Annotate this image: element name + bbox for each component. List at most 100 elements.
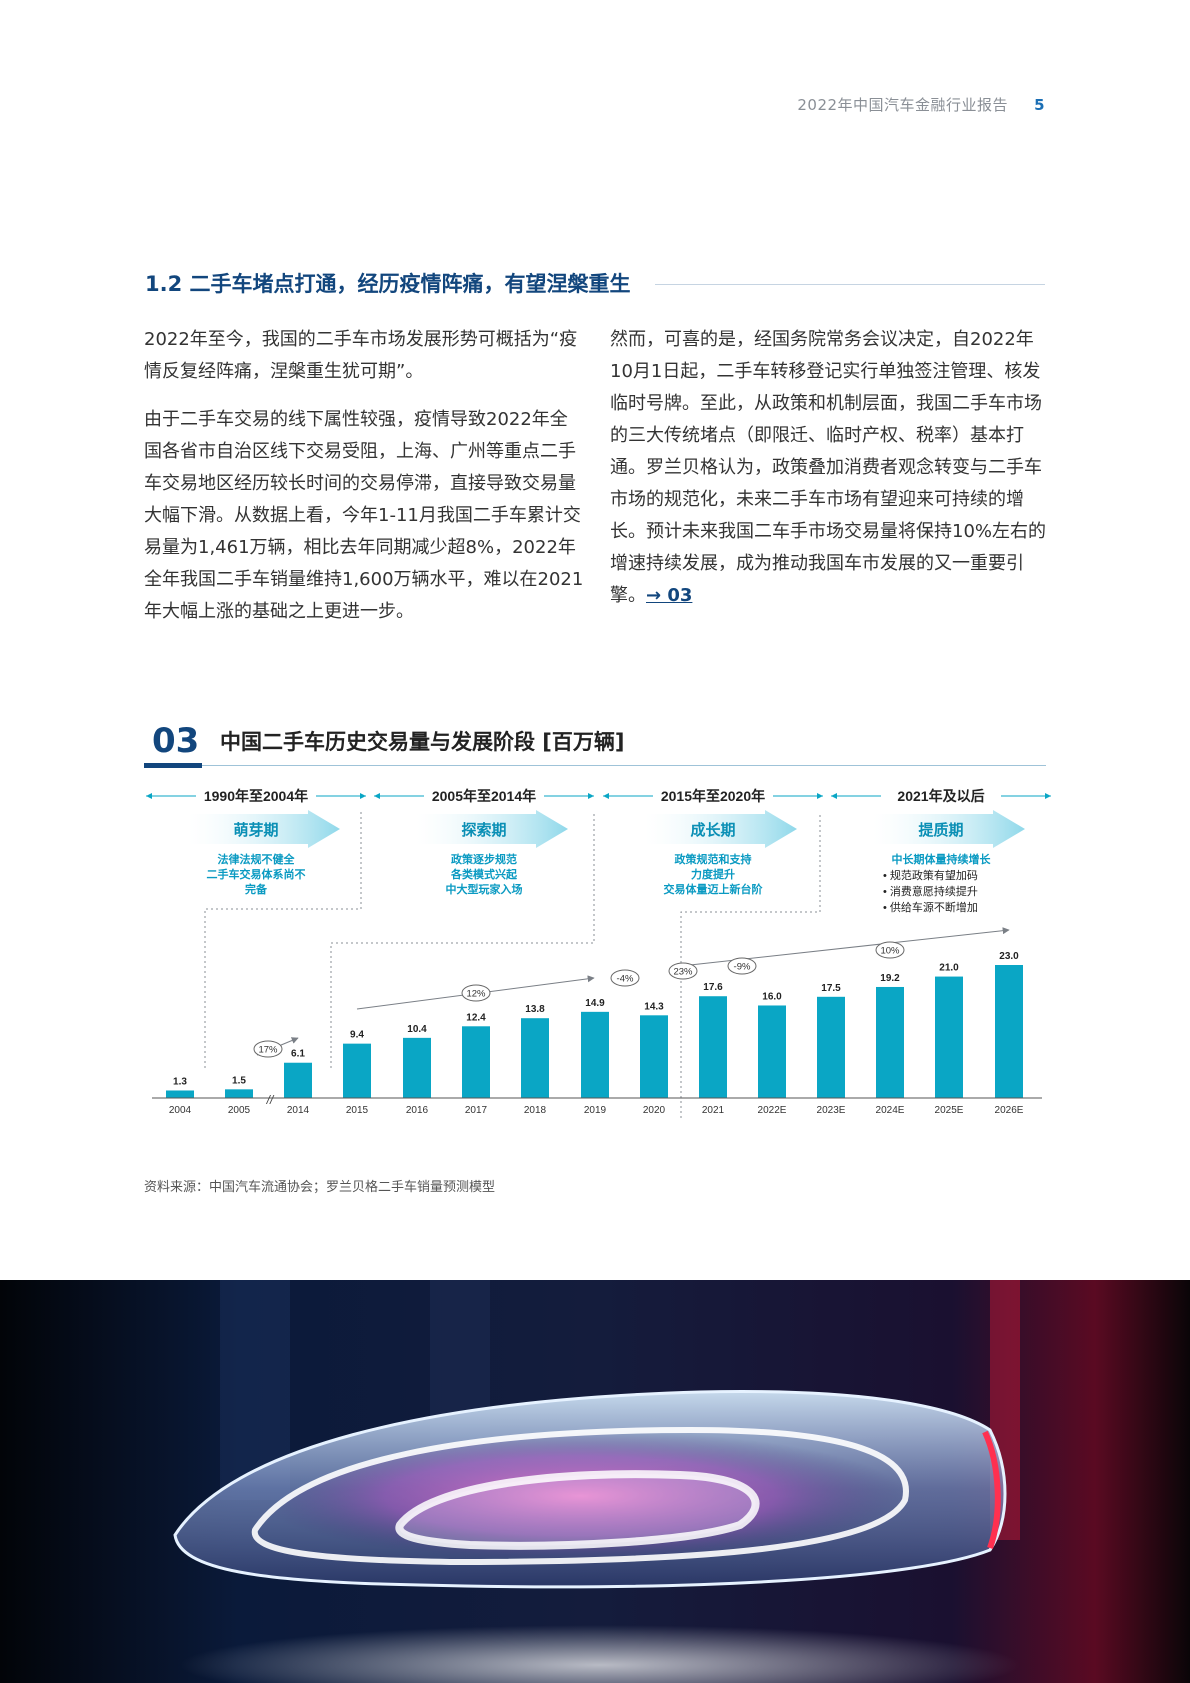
body-column-right: 然而，可喜的是，经国务院常务会议决定，自2022年10月1日起，二手车转移登记实…	[610, 324, 1046, 628]
x-tick-label: 2024E	[876, 1105, 905, 1116]
bar-value-label: 6.1	[291, 1049, 305, 1060]
stage-boundary	[680, 812, 821, 1118]
growth-bubble	[727, 957, 757, 975]
running-header: 2022年中国汽车金融行业报告 5	[797, 94, 1045, 115]
bar-value-label: 19.2	[880, 973, 900, 984]
bar-value-label: 1.3	[173, 1076, 187, 1087]
paragraph-text: 然而，可喜的是，经国务院常务会议决定，自2022年10月1日起，二手车转移登记实…	[610, 329, 1047, 606]
paragraph: 2022年至今，我国的二手车市场发展形势可概括为“疫情反复经阵痛，涅槃重生犹可期…	[144, 329, 578, 382]
stage-description: 二手车交易体系尚不	[207, 867, 306, 881]
period-arrowhead	[588, 793, 594, 799]
bar-value-label: 14.3	[644, 1001, 664, 1012]
period-arrowhead	[374, 793, 380, 799]
bar-2021	[699, 996, 727, 1098]
bar-value-label: 23.0	[999, 951, 1019, 962]
bar-2022E	[758, 1005, 786, 1098]
stage-boundary	[204, 812, 362, 1068]
bar-value-label: 13.8	[525, 1004, 545, 1015]
x-tick-label: 2023E	[817, 1105, 846, 1116]
bar-2019	[581, 1011, 609, 1098]
stage-description: 力度提升	[691, 867, 735, 881]
x-tick-label: 2022E	[758, 1105, 787, 1116]
stage-description: 完备	[245, 882, 268, 896]
bar-2023E	[817, 996, 845, 1098]
stage-period: 2005年至2014年	[432, 788, 536, 804]
period-arrowhead	[603, 793, 609, 799]
stage-arrow	[188, 810, 340, 848]
axis-break-mark: //	[266, 1093, 275, 1107]
stage-arrow	[416, 810, 568, 848]
bar-value-label: 12.4	[466, 1012, 486, 1023]
bar-value-label: 21.0	[939, 963, 959, 974]
bar-2005	[225, 1089, 253, 1098]
x-tick-label: 2014	[287, 1105, 310, 1116]
stage-name: 探索期	[461, 821, 506, 839]
bar-2020	[640, 1015, 668, 1098]
growth-label: 10%	[880, 946, 900, 957]
stage-description: 政策规范和支持	[675, 852, 752, 866]
bar-2014	[284, 1062, 312, 1098]
bar-2025E	[935, 976, 963, 1098]
bar-value-label: 1.5	[232, 1075, 246, 1086]
figure-rule	[144, 765, 1046, 766]
growth-bubble	[610, 969, 640, 987]
x-tick-label: 2021	[702, 1105, 725, 1116]
stage-name: 提质期	[918, 821, 963, 839]
figure-title: 中国二手车历史交易量与发展阶段 [百万辆]	[220, 730, 625, 754]
figure-number-underline	[144, 763, 202, 768]
bar-value-label: 9.4	[350, 1030, 364, 1041]
report-title: 2022年中国汽车金融行业报告	[797, 96, 1009, 114]
section-rule	[655, 284, 1045, 285]
x-tick-label: 2005	[228, 1105, 251, 1116]
stage-description: 法律法规不健全	[218, 852, 296, 866]
growth-label: 23%	[673, 967, 693, 978]
growth-bubble	[875, 941, 905, 959]
stage-bullet: • 供给车源不断增加	[883, 900, 978, 914]
period-arrowhead	[817, 793, 823, 799]
period-arrowhead	[1045, 793, 1051, 799]
stage-description: 政策逐步规范	[451, 852, 517, 866]
bar-value-label: 16.0	[762, 991, 782, 1002]
stage-name: 成长期	[690, 821, 735, 839]
section-title: 1.2 二手车堵点打通，经历疫情阵痛，有望涅槃重生	[145, 272, 631, 296]
stage-bullet: • 消费意愿持续提升	[883, 884, 978, 898]
paragraph: 由于二手车交易的线下属性较强，疫情导致2022年全国各省市自治区线下交易受阻，上…	[144, 409, 584, 622]
bar-value-label: 17.6	[703, 982, 723, 993]
stage-period: 1990年至2004年	[204, 788, 308, 804]
x-tick-label: 2017	[465, 1105, 488, 1116]
stage-description: 中长期体量持续增长	[892, 852, 992, 866]
stage-arrow	[873, 810, 1025, 848]
figure-reference-link[interactable]: → 03	[646, 585, 693, 606]
bar-2004	[166, 1090, 194, 1098]
growth-bubble	[668, 962, 698, 980]
growth-bubble	[461, 984, 491, 1002]
x-tick-label: 2004	[169, 1105, 192, 1116]
growth-label: -9%	[734, 962, 751, 973]
bar-2017	[462, 1026, 490, 1098]
page-number: 5	[1034, 96, 1045, 114]
figure-number: 03	[152, 721, 200, 761]
bar-2016	[403, 1037, 431, 1098]
bar-value-label: 14.9	[585, 998, 605, 1009]
paragraph: 然而，可喜的是，经国务院常务会议决定，自2022年10月1日起，二手车转移登记实…	[610, 324, 1046, 612]
concept-car-illustration	[0, 1280, 1190, 1683]
x-tick-label: 2016	[406, 1105, 429, 1116]
stage-description: 各类模式兴起	[450, 867, 518, 881]
stage-period: 2021年及以后	[897, 788, 984, 804]
stage-boundary	[330, 812, 595, 1068]
stage-bullet: • 规范政策有望加码	[883, 868, 978, 882]
period-arrowhead	[831, 793, 837, 799]
growth-label: 12%	[466, 989, 486, 1000]
stage-description: 中大型玩家入场	[446, 882, 523, 896]
x-tick-label: 2020	[643, 1105, 666, 1116]
bar-2015	[343, 1043, 371, 1098]
stage-description: 交易体量迈上新台阶	[664, 882, 764, 896]
x-tick-label: 2015	[346, 1105, 369, 1116]
growth-bubble	[253, 1040, 283, 1058]
growth-label: -4%	[617, 974, 634, 985]
bar-2024E	[876, 986, 904, 1098]
growth-label: 17%	[258, 1045, 278, 1056]
x-tick-label: 2019	[584, 1105, 607, 1116]
period-arrowhead	[360, 793, 366, 799]
